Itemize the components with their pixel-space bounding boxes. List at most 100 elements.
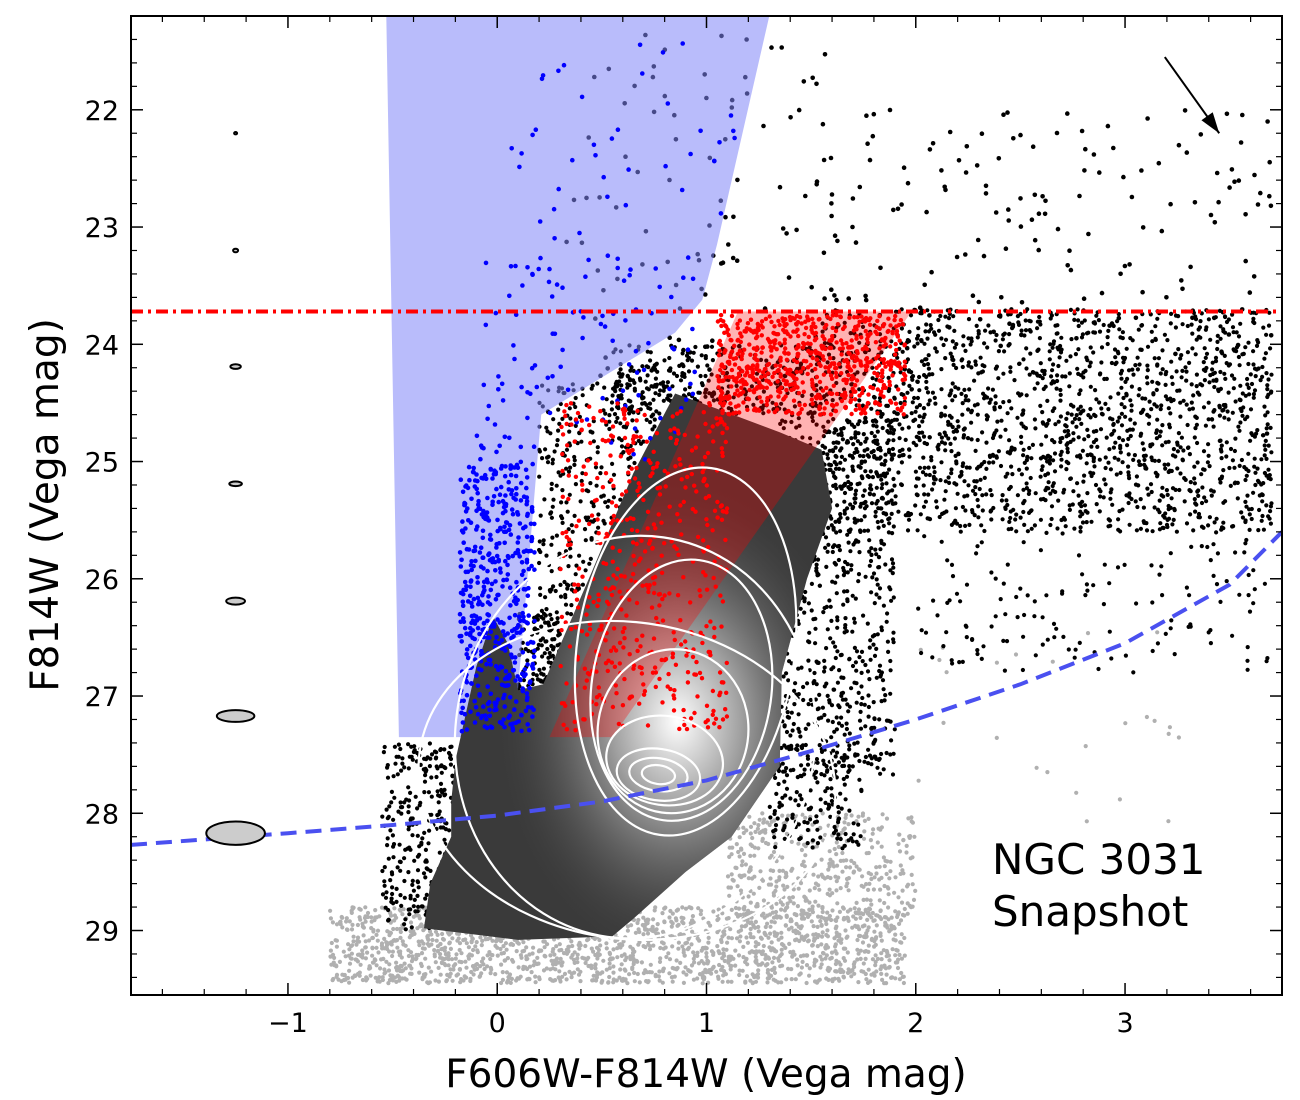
black-star [1088,415,1093,420]
black-star [1182,499,1187,504]
black-star [1122,405,1127,410]
black-star [1064,434,1069,439]
black-star [1169,618,1174,623]
gray-star [787,941,792,947]
gray-star [380,975,385,980]
black-star [556,428,561,433]
gray-star [365,950,370,955]
gray-star [695,953,700,959]
black-star [1003,506,1008,511]
black-star [617,379,622,384]
gray-star [346,942,351,947]
black-star [1125,376,1130,381]
gray-star [737,939,743,944]
gray-star [769,948,774,953]
black-star [934,505,940,510]
gray-star [1166,731,1171,737]
black-star [1258,190,1263,196]
black-star [1080,572,1085,577]
black-star [1005,110,1010,115]
gray-star [750,835,755,841]
gray-star [734,936,740,941]
black-star [992,405,997,410]
gray-star [743,959,748,965]
black-star [551,417,556,422]
gray-star [779,907,784,912]
black-star [1257,507,1262,513]
black-star [1251,349,1256,354]
black-star [1218,480,1223,485]
black-star [1236,424,1241,429]
black-star [857,453,863,458]
black-star [916,326,921,331]
gray-star [898,918,904,923]
black-star [1024,346,1029,351]
gray-star [810,950,816,956]
gray-star [432,952,437,957]
black-star [871,111,877,117]
gray-star [811,924,816,929]
gray-star [888,869,893,874]
gray-star [461,938,466,943]
gray-star [419,963,424,969]
black-star [1032,386,1037,391]
black-star [1051,481,1056,486]
gray-star [636,942,641,947]
black-star [990,387,996,392]
black-star [1105,341,1110,347]
black-star [559,500,564,505]
black-star [922,440,927,446]
gray-star [596,947,602,953]
gray-star [881,855,887,860]
black-star [1259,492,1264,497]
gray-star [833,944,838,949]
black-star [924,209,929,215]
gray-star [879,951,884,956]
black-star [1007,486,1012,492]
gray-star [490,953,495,958]
black-star [1223,314,1228,320]
black-star [1267,193,1272,199]
gray-star [725,874,731,879]
black-star [1037,314,1042,320]
black-star [1154,436,1159,441]
black-star [1064,424,1069,429]
black-star [693,344,698,350]
black-star [1032,614,1037,619]
black-star [1063,524,1068,529]
black-star [963,398,968,403]
black-star [899,482,904,487]
gray-star [879,971,884,977]
gray-star [471,972,476,977]
gray-star [870,957,876,962]
gray-star [824,953,830,958]
gray-star [748,931,753,936]
gray-star [681,980,687,986]
black-star [1164,522,1170,527]
black-star [1003,246,1009,251]
black-star [1171,517,1176,523]
gray-star [892,926,897,931]
black-star [1017,467,1022,472]
gray-star [558,979,563,984]
gray-star [899,970,904,976]
gray-star [889,923,894,928]
gray-star [842,958,848,963]
gray-star [331,976,336,982]
black-star [1079,504,1084,509]
black-star [1097,170,1102,175]
black-star [1175,440,1180,445]
gray-star [408,950,414,955]
black-star [1261,527,1266,532]
gray-star [812,936,818,941]
black-star [850,506,855,511]
gray-star [535,955,540,961]
black-star [1082,473,1087,478]
gray-star [849,813,854,818]
black-star [1120,330,1125,335]
black-star [686,392,692,397]
black-star [1065,446,1070,451]
black-star [1169,375,1174,380]
black-star [950,398,955,403]
black-star [924,322,929,327]
